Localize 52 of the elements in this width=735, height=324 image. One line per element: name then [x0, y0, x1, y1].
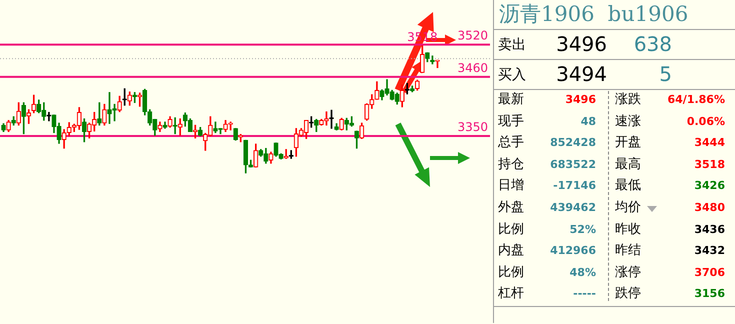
text: 3518	[694, 156, 725, 173]
text: 3432	[694, 243, 725, 260]
text: 5	[659, 62, 672, 86]
text: 3436	[694, 222, 725, 238]
text: 现手	[498, 112, 524, 131]
text: 均价	[615, 199, 641, 217]
text: 卖出	[498, 36, 526, 54]
ref-line-label: 3520	[457, 28, 488, 43]
text: 3426	[694, 178, 725, 194]
text: 比例	[498, 264, 524, 282]
text: 内盘	[498, 242, 524, 260]
text: 沥青1906 bu1906	[494, 0, 735, 30]
text: 0.06%	[686, 114, 725, 130]
text: 总手	[498, 134, 524, 152]
text: -17146	[553, 178, 596, 194]
text: 439462	[550, 200, 596, 216]
text: 跌停	[615, 285, 641, 304]
text: 最低	[615, 177, 641, 196]
text: 最高	[615, 156, 641, 174]
text: 3444	[694, 135, 725, 152]
text: 3156	[694, 286, 725, 302]
text: 最新	[498, 91, 524, 109]
text: 涨停	[615, 264, 641, 282]
text: 外盘	[498, 199, 524, 217]
ref-line-label: 3350	[457, 120, 488, 134]
text: 638	[634, 32, 672, 56]
candlestick	[430, 56, 435, 64]
text: 速涨	[615, 112, 641, 131]
text: 涨跌	[615, 91, 641, 109]
text: 683522	[550, 156, 596, 173]
text: 比例	[498, 220, 524, 239]
text: 52%	[570, 222, 596, 238]
text: -----	[573, 286, 596, 302]
text: 买入	[498, 66, 526, 84]
text: 3706	[694, 264, 725, 281]
text: 852428	[550, 135, 596, 152]
text: 3494	[556, 62, 607, 86]
candlestick	[46, 112, 52, 122]
text: 持仓	[498, 156, 524, 174]
text: 412966	[550, 243, 596, 260]
text: 48	[580, 114, 596, 130]
text: 3496	[565, 92, 596, 108]
text: 3496	[556, 32, 607, 56]
text: 48%	[570, 264, 596, 281]
text: 昨收	[615, 220, 641, 239]
text: 日增	[498, 177, 524, 196]
text: 杠杆	[498, 285, 524, 304]
text: 昨结	[615, 242, 641, 260]
text: 64/1.86%	[668, 92, 725, 108]
text: 3480	[694, 200, 725, 216]
ref-line-label: 3460	[457, 60, 488, 75]
text: 开盘	[615, 134, 641, 152]
